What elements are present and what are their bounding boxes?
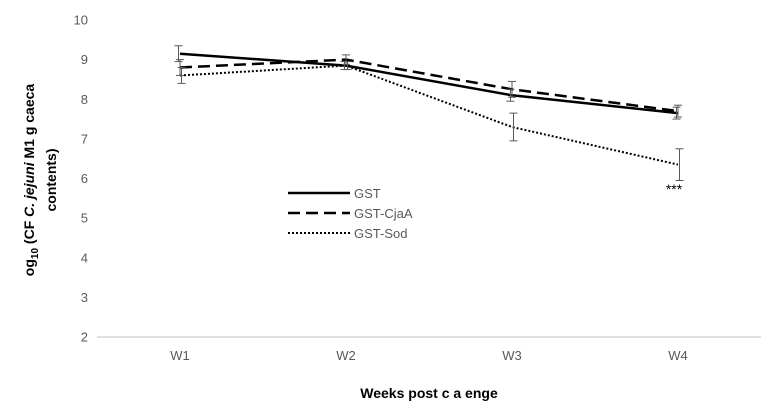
legend-label: GST-CjaA xyxy=(354,206,413,221)
y-tick-label: 8 xyxy=(81,92,88,107)
y-tick-label: 4 xyxy=(81,250,88,265)
legend: GST GST-CjaA GST-Sod xyxy=(288,186,413,241)
y-axis-title-species: C. jejuni xyxy=(21,161,37,217)
y-axis-title-line1: og10 (CF C. jejuni M1 g caeca xyxy=(21,84,41,277)
error-bars xyxy=(174,45,684,181)
x-tick-label: W4 xyxy=(668,348,688,363)
x-tick-labels: W1 W2 W3 W4 xyxy=(170,348,688,363)
y-tick-labels: 2 3 4 5 6 7 8 9 10 xyxy=(74,13,88,345)
y-axis-title-line2: contents) xyxy=(43,149,59,212)
significance-annotation: *** xyxy=(666,181,683,197)
series-line-gst-cjaa xyxy=(179,58,679,113)
series-lines xyxy=(179,52,679,166)
annotations: *** xyxy=(666,181,683,197)
y-tick-label: 5 xyxy=(81,211,88,226)
legend-label: GST-Sod xyxy=(354,226,407,241)
series-line-gst-sod xyxy=(179,64,679,166)
y-axis-title-prefix: og xyxy=(21,259,37,276)
y-axis-title-subscript: 10 xyxy=(30,248,41,260)
x-axis-title: Weeks post c a enge xyxy=(360,385,498,401)
x-tick-label: W1 xyxy=(170,348,190,363)
x-tick-label: W2 xyxy=(336,348,356,363)
y-tick-label: 10 xyxy=(74,13,88,28)
series-line-gst xyxy=(179,52,679,115)
y-tick-label: 9 xyxy=(81,52,88,67)
y-tick-label: 3 xyxy=(81,290,88,305)
y-tick-label: 2 xyxy=(81,330,88,345)
y-axis-title-suffix: M1 g caeca xyxy=(21,84,37,163)
x-tick-label: W3 xyxy=(502,348,522,363)
y-tick-label: 6 xyxy=(81,171,88,186)
y-axis-title-middle: (CF xyxy=(21,217,37,248)
y-tick-label: 7 xyxy=(81,131,88,146)
legend-label: GST xyxy=(354,186,381,201)
